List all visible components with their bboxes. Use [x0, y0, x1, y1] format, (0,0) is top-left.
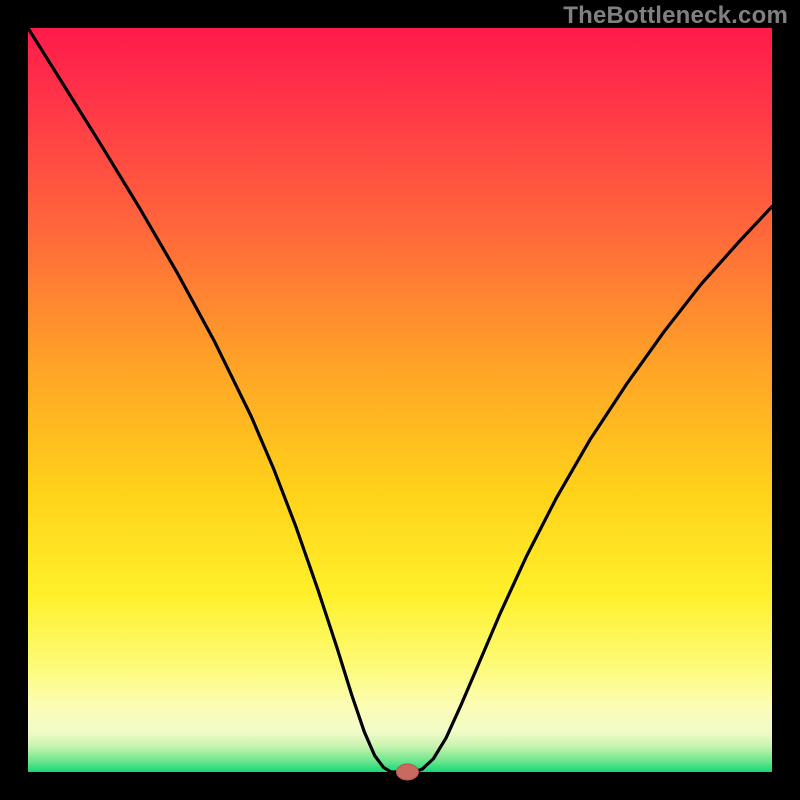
plot-background — [28, 28, 772, 772]
optimal-marker — [396, 764, 418, 780]
bottleneck-chart — [0, 0, 800, 800]
chart-container: TheBottleneck.com — [0, 0, 800, 800]
